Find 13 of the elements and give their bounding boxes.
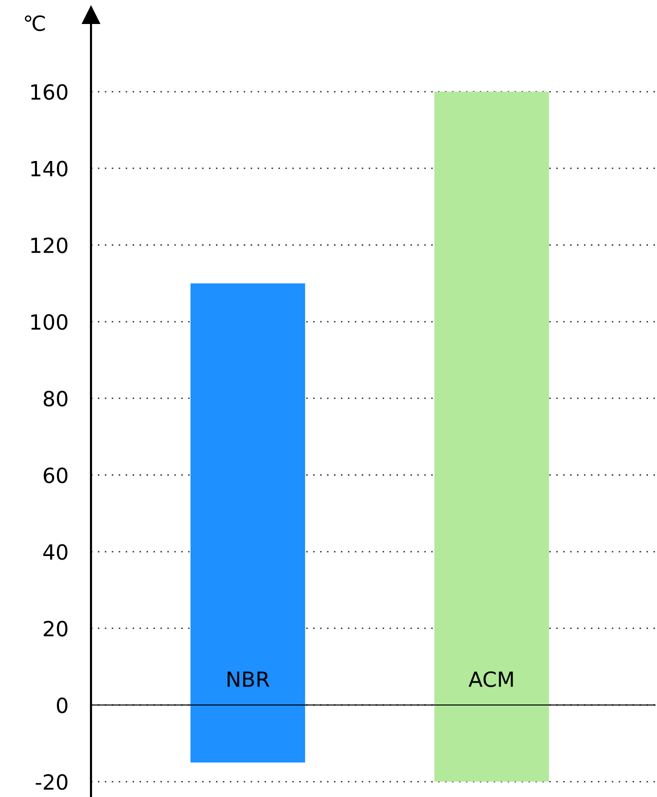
y-tick-label: 100	[31, 314, 68, 330]
x-tick-label: ACM	[468, 671, 513, 688]
y-tick-label: 40	[43, 544, 68, 560]
y-axis-title: ℃	[24, 15, 45, 32]
y-tick-label: 80	[44, 390, 68, 407]
y-tick-label: 60	[44, 467, 68, 484]
y-tick-label: 20	[44, 620, 68, 637]
y-tick-label: 0	[56, 697, 68, 714]
y-tick-label: 120	[31, 237, 68, 254]
y-tick-label: 140	[31, 160, 68, 177]
y-tick-label: 160	[31, 84, 68, 100]
y-tick-label: -20	[36, 774, 68, 790]
x-tick-label: NBR	[228, 672, 270, 687]
